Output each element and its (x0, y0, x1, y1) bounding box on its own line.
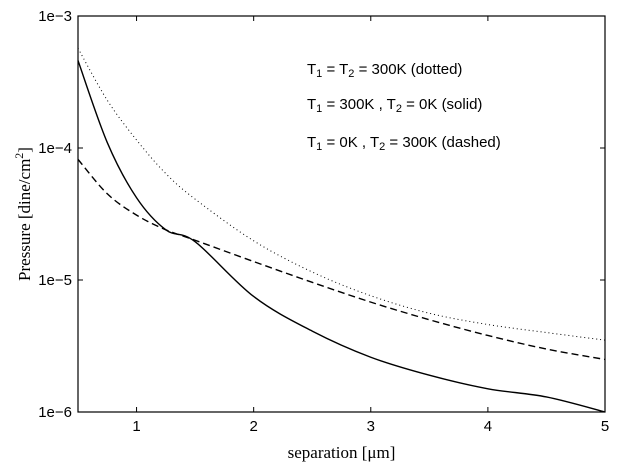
x-tick-label: 2 (249, 418, 257, 435)
x-tick-label: 4 (484, 418, 492, 435)
legend: T1 = T2 = 300K (dotted) T1 = 300K , T2 = … (307, 61, 501, 153)
y-axis-label: Pressure [dine/cm2] (12, 147, 34, 281)
plot-frame (77, 15, 606, 413)
legend-entry-3: T1 = 0K , T2 = 300K (dashed) (307, 134, 501, 153)
series-lines (77, 47, 606, 413)
x-tick-label: 3 (367, 418, 375, 435)
series-line-solid (77, 60, 606, 413)
series-line-dashed (77, 158, 606, 361)
y-tick-label: 1e−3 (38, 8, 72, 25)
y-axis-ticks: 1e−6 1e−5 1e−4 1e−3 (38, 8, 605, 421)
y-tick-label: 1e−6 (38, 404, 72, 421)
x-axis-label: separation [μm] (288, 443, 396, 462)
x-axis-ticks: 1 2 3 4 5 (132, 16, 609, 435)
legend-entry-2: T1 = 300K , T2 = 0K (solid) (307, 96, 482, 115)
x-tick-label: 5 (601, 418, 609, 435)
y-tick-label: 1e−5 (38, 272, 72, 289)
y-tick-label: 1e−4 (38, 140, 72, 157)
series-line-dotted (77, 47, 606, 341)
legend-entry-1: T1 = T2 = 300K (dotted) (307, 61, 462, 80)
x-tick-label: 1 (132, 418, 140, 435)
